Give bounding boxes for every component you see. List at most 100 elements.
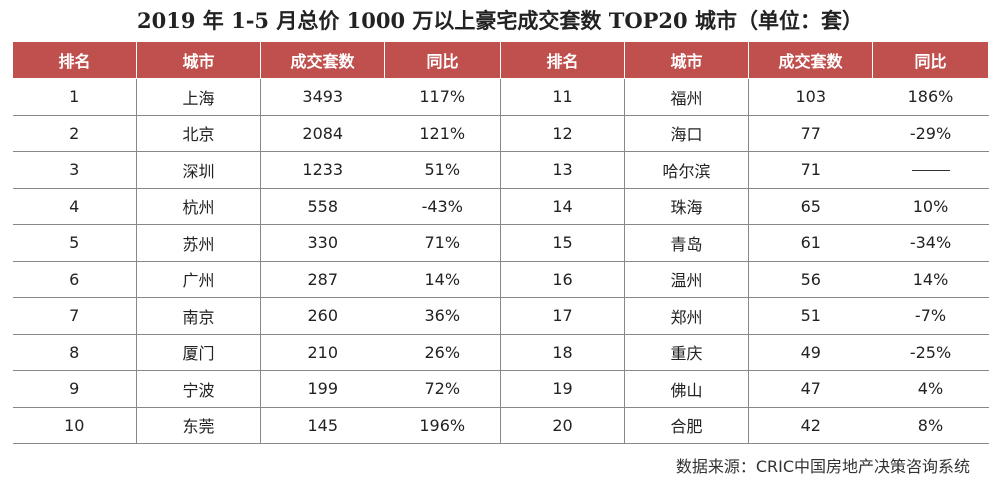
city-cell: 北京	[136, 115, 261, 152]
count-cell: 145	[260, 407, 385, 444]
rank-cell: 8	[12, 334, 137, 371]
header-rank: 排名	[500, 41, 625, 79]
count-cell: 1233	[260, 151, 385, 189]
count-cell: 260	[260, 297, 385, 335]
page-title: 2019 年 1-5 月总价 1000 万以上豪宅成交套数 TOP20 城市（单…	[137, 8, 863, 33]
rank-cell: 12	[500, 115, 625, 152]
dash-mark	[911, 170, 950, 172]
table-header-row: 排名 城市 成交套数 同比 排名 城市 成交套数 同比	[12, 41, 989, 79]
city-cell: 温州	[624, 261, 749, 298]
city-cell: 哈尔滨	[624, 151, 749, 189]
rank-cell: 13	[500, 151, 625, 189]
count-cell: 287	[260, 261, 385, 298]
yoy-cell: -29%	[872, 115, 989, 152]
count-cell: 210	[260, 334, 385, 371]
yoy-cell: 36%	[384, 297, 501, 335]
table-row: 8 厦门 210 26% 18 重庆 49 -25%	[12, 334, 989, 371]
rank-cell: 1	[12, 78, 137, 116]
count-cell: 65	[748, 188, 873, 225]
header-yoy: 同比	[872, 41, 989, 79]
header-rank: 排名	[12, 41, 137, 79]
data-source-note: 数据来源：CRIC中国房地产决策咨询系统	[675, 457, 970, 476]
table-row: 6 广州 287 14% 16 温州 56 14%	[12, 261, 989, 298]
yoy-cell: -7%	[872, 297, 989, 335]
count-cell: 330	[260, 224, 385, 262]
header-city: 城市	[136, 41, 261, 79]
yoy-cell: 8%	[872, 407, 989, 444]
yoy-cell: 10%	[872, 188, 989, 225]
yoy-cell: 14%	[384, 261, 501, 298]
rank-cell: 14	[500, 188, 625, 225]
count-cell: 199	[260, 370, 385, 408]
ranking-table: 排名 城市 成交套数 同比 排名 城市 成交套数 同比 1 上海 3493 117% 1…	[12, 41, 989, 444]
city-cell: 佛山	[624, 370, 749, 408]
city-cell: 南京	[136, 297, 261, 335]
table-row: 5 苏州 330 71% 15 青岛 61 -34%	[12, 224, 989, 262]
rank-cell: 11	[500, 78, 625, 116]
header-yoy: 同比	[384, 41, 501, 79]
city-cell: 合肥	[624, 407, 749, 444]
table-row: 2 北京 2084 121% 12 海口 77 -29%	[12, 115, 989, 152]
rank-cell: 2	[12, 115, 137, 152]
rank-cell: 19	[500, 370, 625, 408]
header-count: 成交套数	[260, 41, 385, 79]
table-row: 7 南京 260 36% 17 郑州 51 -7%	[12, 297, 989, 335]
city-cell: 重庆	[624, 334, 749, 371]
yoy-cell: -34%	[872, 224, 989, 262]
yoy-cell: 4%	[872, 370, 989, 408]
header-count: 成交套数	[748, 41, 873, 79]
count-cell: 2084	[260, 115, 385, 152]
yoy-cell: 121%	[384, 115, 501, 152]
count-cell: 51	[748, 297, 873, 335]
city-cell: 厦门	[136, 334, 261, 371]
table-row: 1 上海 3493 117% 11 福州 103 186%	[12, 78, 989, 116]
rank-cell: 17	[500, 297, 625, 335]
count-cell: 49	[748, 334, 873, 371]
table-row: 10 东莞 145 196% 20 合肥 42 8%	[12, 407, 989, 444]
yoy-cell: -43%	[384, 188, 501, 225]
city-cell: 宁波	[136, 370, 261, 408]
city-cell: 苏州	[136, 224, 261, 262]
count-cell: 3493	[260, 78, 385, 116]
city-cell: 郑州	[624, 297, 749, 335]
table-row: 9 宁波 199 72% 19 佛山 47 4%	[12, 370, 989, 408]
yoy-cell: 71%	[384, 224, 501, 262]
rank-cell: 9	[12, 370, 137, 408]
rank-cell: 16	[500, 261, 625, 298]
rank-cell: 5	[12, 224, 137, 262]
count-cell: 56	[748, 261, 873, 298]
table-row: 4 杭州 558 -43% 14 珠海 65 10%	[12, 188, 989, 225]
count-cell: 71	[748, 151, 873, 189]
city-cell: 珠海	[624, 188, 749, 225]
count-cell: 42	[748, 407, 873, 444]
yoy-cell: 26%	[384, 334, 501, 371]
count-cell: 77	[748, 115, 873, 152]
rank-cell: 6	[12, 261, 137, 298]
yoy-cell: -25%	[872, 334, 989, 371]
count-cell: 47	[748, 370, 873, 408]
city-cell: 青岛	[624, 224, 749, 262]
city-cell: 广州	[136, 261, 261, 298]
yoy-cell: 186%	[872, 78, 989, 116]
city-cell: 福州	[624, 78, 749, 116]
rank-cell: 18	[500, 334, 625, 371]
header-city: 城市	[624, 41, 749, 79]
yoy-cell: 72%	[384, 370, 501, 408]
city-cell: 深圳	[136, 151, 261, 189]
rank-cell: 15	[500, 224, 625, 262]
yoy-cell: 117%	[384, 78, 501, 116]
yoy-cell: 196%	[384, 407, 501, 444]
yoy-cell	[872, 151, 989, 189]
count-cell: 61	[748, 224, 873, 262]
count-cell: 558	[260, 188, 385, 225]
rank-cell: 20	[500, 407, 625, 444]
rank-cell: 3	[12, 151, 137, 189]
city-cell: 上海	[136, 78, 261, 116]
table-row: 3 深圳 1233 51% 13 哈尔滨 71	[12, 151, 989, 189]
rank-cell: 7	[12, 297, 137, 335]
yoy-cell: 14%	[872, 261, 989, 298]
city-cell: 杭州	[136, 188, 261, 225]
yoy-cell: 51%	[384, 151, 501, 189]
city-cell: 东莞	[136, 407, 261, 444]
rank-cell: 10	[12, 407, 137, 444]
